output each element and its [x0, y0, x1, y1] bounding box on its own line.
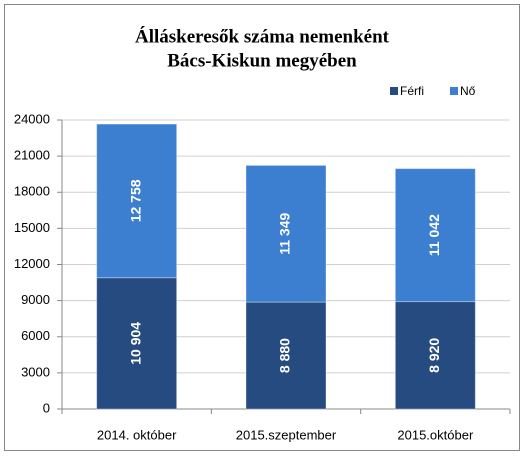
x-tick-label: 2015.október — [397, 427, 474, 442]
x-tick-label: 2014. október — [97, 427, 177, 442]
data-label: 8 920 — [426, 338, 442, 373]
data-label: 8 880 — [277, 338, 293, 373]
legend-swatch — [390, 87, 398, 95]
legend-swatch — [450, 87, 458, 95]
y-tick-label: 12000 — [14, 256, 50, 271]
data-label: 11 042 — [426, 214, 442, 256]
bar-segment — [96, 277, 178, 410]
data-label: 12 758 — [127, 179, 143, 222]
legend-label: Férfi — [400, 84, 424, 98]
y-tick-label: 18000 — [14, 184, 50, 199]
bar-segment — [394, 168, 476, 303]
y-tick-label: 3000 — [21, 364, 50, 379]
y-tick-label: 0 — [43, 400, 50, 415]
data-label: 10 904 — [127, 322, 143, 365]
chart-title: Álláskeresők száma nemenként — [135, 25, 390, 47]
y-tick-label: 9000 — [21, 292, 50, 307]
y-tick-label: 15000 — [14, 220, 50, 235]
legend-label: Nő — [460, 84, 476, 98]
y-tick-label: 6000 — [21, 328, 50, 343]
chart-title: Bács-Kiskun megyében — [167, 50, 357, 71]
bar-segment — [245, 301, 327, 410]
data-label: 11 349 — [277, 213, 293, 255]
y-tick-label: 21000 — [14, 148, 50, 163]
y-tick-label: 24000 — [14, 111, 50, 126]
x-tick-label: 2015.szeptember — [236, 427, 337, 442]
bar-segment — [394, 301, 476, 410]
bar-segment — [96, 123, 178, 279]
bar-segment — [245, 164, 327, 303]
